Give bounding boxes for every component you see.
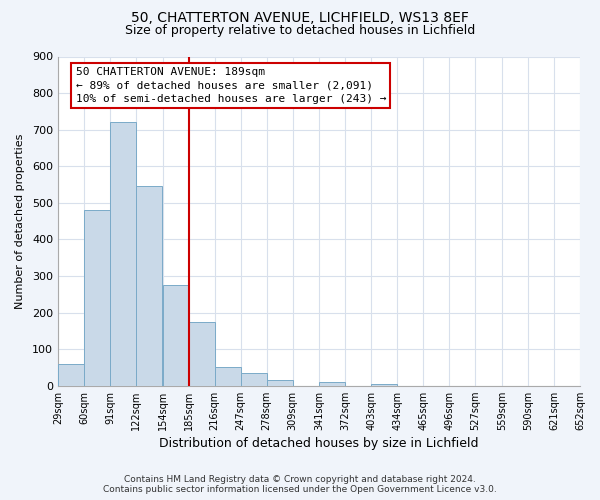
Bar [84, 210, 110, 386]
Bar [58, 364, 84, 386]
Bar [319, 382, 346, 386]
Bar [188, 322, 215, 386]
Bar [110, 122, 136, 386]
Y-axis label: Number of detached properties: Number of detached properties [15, 134, 25, 309]
Bar [136, 186, 162, 386]
Bar [266, 380, 293, 386]
X-axis label: Distribution of detached houses by size in Lichfield: Distribution of detached houses by size … [159, 437, 479, 450]
Bar [215, 368, 241, 386]
Text: 50 CHATTERTON AVENUE: 189sqm
← 89% of detached houses are smaller (2,091)
10% of: 50 CHATTERTON AVENUE: 189sqm ← 89% of de… [76, 68, 386, 104]
Bar [163, 285, 188, 386]
Bar [371, 384, 397, 386]
Text: Contains public sector information licensed under the Open Government Licence v3: Contains public sector information licen… [103, 485, 497, 494]
Bar [241, 373, 266, 386]
Text: 50, CHATTERTON AVENUE, LICHFIELD, WS13 8EF: 50, CHATTERTON AVENUE, LICHFIELD, WS13 8… [131, 11, 469, 25]
Text: Contains HM Land Registry data © Crown copyright and database right 2024.: Contains HM Land Registry data © Crown c… [124, 475, 476, 484]
Text: Size of property relative to detached houses in Lichfield: Size of property relative to detached ho… [125, 24, 475, 37]
